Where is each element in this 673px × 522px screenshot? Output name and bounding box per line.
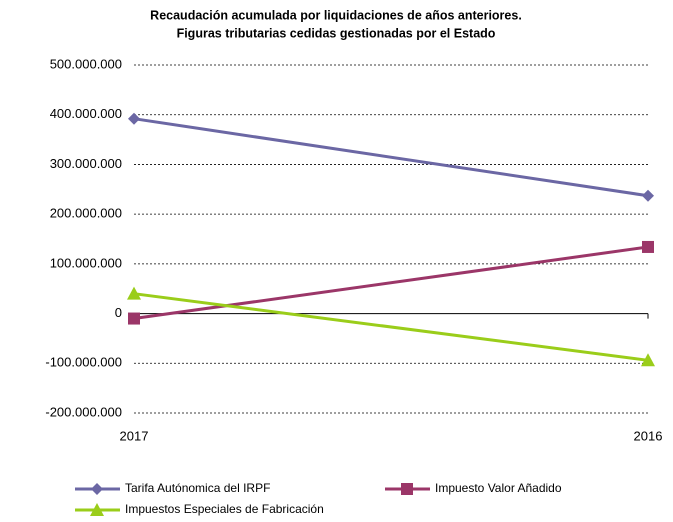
series-line [133, 292, 649, 362]
legend-marker [90, 503, 104, 516]
marker [641, 353, 655, 367]
x-tick-label: 2017 [120, 428, 149, 443]
y-tick-label: 300.000.000 [50, 156, 122, 171]
y-tick-label: -100.000.000 [45, 355, 122, 370]
y-tick-label: 500.000.000 [50, 56, 122, 71]
y-tick-label: 0 [115, 305, 122, 320]
marker [642, 189, 654, 202]
marker [128, 112, 140, 125]
legend-label: Impuesto Valor Añadido [435, 481, 562, 495]
legend-label: Impuestos Especiales de Fabricación [125, 502, 324, 516]
marker [128, 312, 140, 325]
x-tick-label: 2016 [634, 428, 663, 443]
legend-marker [91, 483, 103, 495]
y-tick-label: -200.000.000 [45, 404, 122, 419]
y-tick-label: 200.000.000 [50, 206, 122, 221]
chart-title: Recaudación acumulada por liquidaciones … [150, 8, 522, 22]
series-line [133, 117, 649, 198]
series-line [133, 245, 649, 321]
marker [127, 286, 141, 300]
legend-label: Tarifa Autónomica del IRPF [125, 481, 270, 495]
chart-title: Figuras tributarias cedidas gestionadas … [177, 26, 496, 40]
y-tick-label: 400.000.000 [50, 106, 122, 121]
legend-marker [401, 483, 413, 495]
marker [642, 240, 654, 253]
y-tick-label: 100.000.000 [50, 255, 122, 270]
